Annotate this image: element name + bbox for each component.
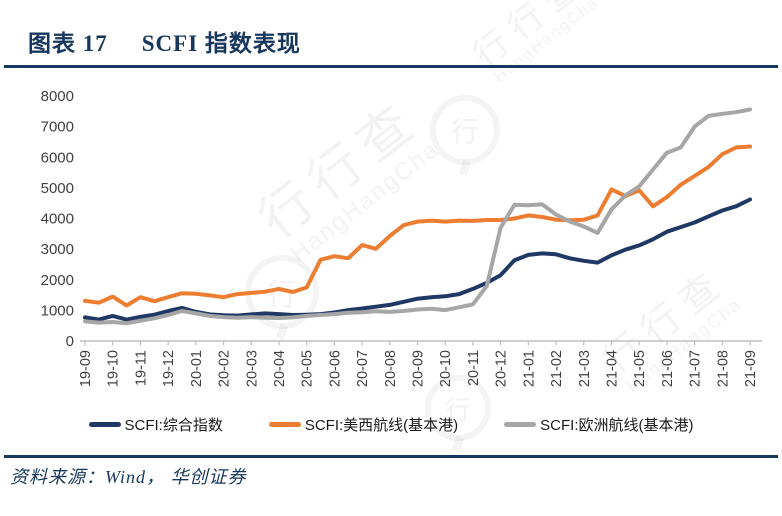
y-tick-label: 6000 — [41, 149, 74, 166]
x-tick-label: 20-10 — [438, 350, 454, 387]
y-tick-label: 7000 — [41, 119, 74, 136]
series-line-gray — [83, 107, 752, 326]
y-tick-label: 1000 — [41, 302, 74, 319]
legend-label: SCFI:美西航线(基本港) — [304, 416, 459, 434]
figure-header: 图表 17 SCFI 指数表现 — [28, 24, 301, 58]
watermark: 行行查 HangHangCha — [466, 0, 604, 88]
x-tick-label: 21-01 — [521, 350, 537, 387]
x-tick-label: 21-05 — [632, 350, 648, 387]
x-tick-label: 20-03 — [244, 350, 260, 387]
x-axis — [80, 340, 762, 346]
watermark-text-cn: 行行查 — [466, 0, 595, 75]
x-tick-label: 20-05 — [300, 350, 316, 387]
y-axis-labels: 0 1000 2000 3000 4000 5000 6000 7000 8000 — [41, 88, 74, 350]
legend-label: SCFI:欧洲航线(基本港) — [540, 416, 694, 434]
scfi-line-chart: 0 1000 2000 3000 4000 5000 6000 7000 8000 19-09 1… — [0, 80, 782, 410]
series-line-navy — [83, 197, 752, 322]
legend-item-composite: SCFI:综合指数 — [88, 414, 223, 435]
x-tick-label: 21-03 — [577, 350, 593, 387]
y-tick-label: 0 — [66, 333, 74, 350]
y-tick-label: 8000 — [41, 88, 74, 105]
x-tick-label: 20-07 — [355, 350, 371, 387]
legend-item-uswest: SCFI:美西航线(基本港) — [268, 414, 459, 435]
x-tick-label: 21-07 — [688, 350, 704, 387]
legend-swatch-uswest — [268, 421, 301, 427]
x-tick-label: 20-11 — [466, 350, 482, 386]
source-divider — [4, 455, 778, 458]
x-tick-label: 21-02 — [549, 350, 565, 387]
x-tick-label: 20-08 — [383, 350, 399, 387]
x-tick-label: 21-08 — [715, 350, 731, 387]
figure-title: SCFI 指数表现 — [141, 31, 301, 56]
chart-legend: SCFI:综合指数 SCFI:美西航线(基本港) SCFI:欧洲航线(基本港) — [0, 411, 782, 437]
x-tick-label: 20-02 — [217, 350, 233, 387]
x-tick-label: 19-12 — [161, 350, 177, 387]
y-tick-label: 3000 — [41, 241, 74, 258]
x-tick-label: 19-11 — [133, 350, 149, 386]
legend-swatch-europe — [504, 421, 537, 427]
y-tick-label: 4000 — [41, 211, 74, 228]
x-tick-label: 19-09 — [78, 350, 94, 387]
x-axis-labels: 19-09 19-10 19-11 19-12 20-01 20-02 20-03 20-04… — [78, 350, 759, 387]
y-tick-label: 5000 — [41, 180, 74, 197]
watermark-text-en: HangHangCha — [490, 0, 603, 86]
legend-swatch-composite — [88, 421, 121, 427]
x-tick-label: 20-04 — [272, 350, 288, 387]
figure-label: 图表 17 — [28, 31, 108, 56]
title-divider — [4, 65, 778, 68]
series-line-orange — [83, 144, 752, 308]
x-tick-label: 20-01 — [189, 350, 205, 387]
source-note: 资料来源：Wind， 华创证券 — [10, 467, 247, 487]
x-tick-label: 20-09 — [411, 350, 427, 387]
x-tick-label: 20-06 — [327, 350, 343, 387]
legend-item-europe: SCFI:欧洲航线(基本港) — [504, 414, 694, 435]
y-tick-label: 2000 — [41, 272, 74, 289]
legend-label: SCFI:综合指数 — [124, 416, 223, 434]
x-tick-label: 19-10 — [106, 350, 122, 387]
x-tick-label: 21-09 — [743, 350, 759, 387]
x-tick-label: 20-12 — [494, 350, 510, 387]
x-tick-label: 21-06 — [660, 350, 676, 387]
x-tick-label: 21-04 — [604, 350, 620, 387]
chart-series — [83, 107, 752, 326]
